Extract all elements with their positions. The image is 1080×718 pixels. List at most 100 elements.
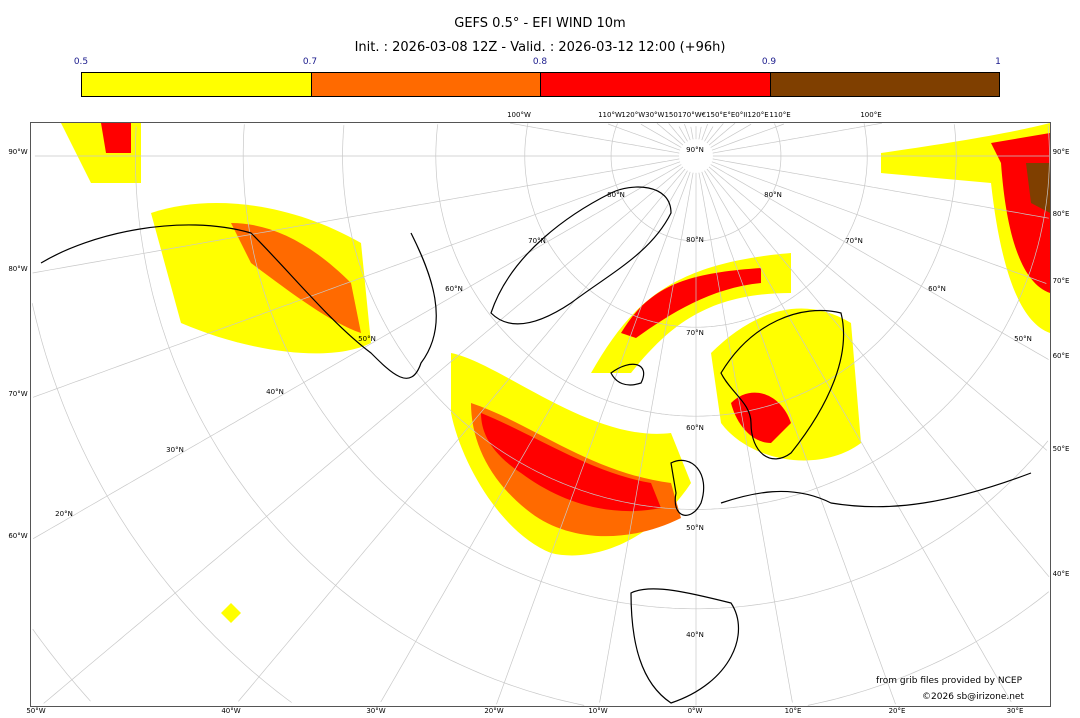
map-coordinate-label: 100°W [507,111,531,119]
meridian-line [708,123,736,146]
map-coordinate-label: 20°W [484,707,504,715]
meridian-line [704,126,714,142]
britain-coast [670,459,705,516]
map-coordinate-label: 90°E [1052,148,1070,156]
meridian-line [599,172,694,703]
meridian-line [704,170,1012,703]
meridian-line [690,126,694,140]
map-coordinate-label: 90°N [686,146,704,154]
iceland-coast [610,363,645,386]
chart-title: GEFS 0.5° - EFI WIND 10m [454,16,626,31]
map-coordinate-label: 90°W [8,148,28,156]
map-coordinate-label: 40°W [221,707,241,715]
meridian-line [711,161,1047,284]
map-coordinate-label: 70°N [528,237,546,245]
meridian-line [380,170,688,703]
map-coordinate-label: 50°N [1014,335,1032,343]
map-coordinate-label: 100°E [860,111,882,119]
meridian-line [701,123,708,141]
map-coordinate-label: 40°N [686,631,704,639]
map-coordinate-label: 120°W30°W150170°W€150°E°E0°II120°E [621,111,769,119]
meridian-line [701,171,896,705]
meridian-line [708,166,1048,451]
map-coordinate-label: 70°N [845,237,863,245]
colorbar-tick: 0.5 [73,57,89,67]
meridian-line [706,123,724,144]
colorbar-tick: 0.7 [302,57,318,67]
europe-coast [630,472,1032,704]
meridian-line [32,164,682,540]
map-coordinate-label: 30°E [1006,707,1024,715]
map-coordinate-label: 80°W [8,265,28,273]
meridian-line [668,123,686,144]
efi-siberia-brown [1026,163,1050,213]
map-coordinate-label: 40°E [1052,570,1070,578]
map-coordinate-label: 50°N [358,335,376,343]
colorbar-tick: 0.9 [761,57,777,67]
colorbar [81,72,1000,97]
north-america-coast [40,224,437,379]
map-coordinate-label: 20°E [888,707,906,715]
meridian-line [32,158,680,274]
map-coordinate-label: 50°N [686,524,704,532]
map-coordinate-label: 110°W [598,111,622,119]
meridian-line [510,123,680,154]
source-credit: from grib files provided by NCEP [876,676,1022,686]
map-coordinate-label: 10°W [588,707,608,715]
latitude-line [32,628,91,702]
efi-atlantic-red [481,413,661,512]
map-coordinate-label: 50°W [26,707,46,715]
map-coordinate-label: 80°N [764,191,782,199]
colorbar-segment-brown [770,73,999,96]
map-coordinate-label: 70°E [1052,277,1070,285]
efi-canada-orange [231,223,361,333]
meridian-line [238,168,686,702]
meridian-line [711,123,785,151]
map-coordinate-label: 30°W [366,707,386,715]
meridian-line [678,126,688,142]
map-panel [30,122,1051,707]
efi-canada-yellow [151,203,371,354]
meridian-line [710,164,1049,360]
graticule [31,123,1050,706]
meridian-line [496,171,691,705]
map-coordinate-label: 70°W [8,390,28,398]
scandinavia-coast [720,309,845,460]
efi-scandinavia-yellow [711,308,861,461]
meridian-line [32,161,681,398]
colorbar-segment-yellow [82,73,312,96]
map-coordinate-label: 80°E [1052,210,1070,218]
meridian-line [698,172,793,703]
map-canvas [31,123,1050,706]
map-coordinate-label: 30°N [166,446,184,454]
map-coordinate-label: 60°N [928,285,946,293]
efi-norway-sea-red [621,268,761,338]
map-coordinate-label: 0°W [687,707,703,715]
latitude-line [31,303,292,703]
map-coordinate-label: 80°N [686,236,704,244]
map-coordinate-label: 20°N [55,510,73,518]
efi-alaska-red [101,123,131,153]
meridian-line [43,166,684,704]
latitude-line [807,591,1050,706]
meridian-line [710,123,752,148]
greenland-coast [490,186,672,325]
map-coordinate-label: 80°N [607,191,625,199]
colorbar-tick: 0.8 [532,57,548,67]
meridian-line [706,168,1050,578]
meridian-line [698,126,702,140]
meridian-line [712,123,882,154]
map-coordinate-label: 110°E [769,111,791,119]
colorbar-tick: 1 [995,57,1001,67]
meridian-line [607,123,681,151]
efi-shading [61,123,1050,623]
meridian-line [640,123,682,148]
map-coordinate-label: 70°N [686,329,704,337]
chart-subtitle: Init. : 2026-03-08 12Z - Valid. : 2026-0… [354,40,726,55]
map-coordinate-label: 60°E [1052,352,1070,360]
colorbar-segment-red [541,73,771,96]
map-coordinate-label: 60°W [8,532,28,540]
meridian-line [656,123,684,146]
efi-atlantic-spot [221,603,241,623]
